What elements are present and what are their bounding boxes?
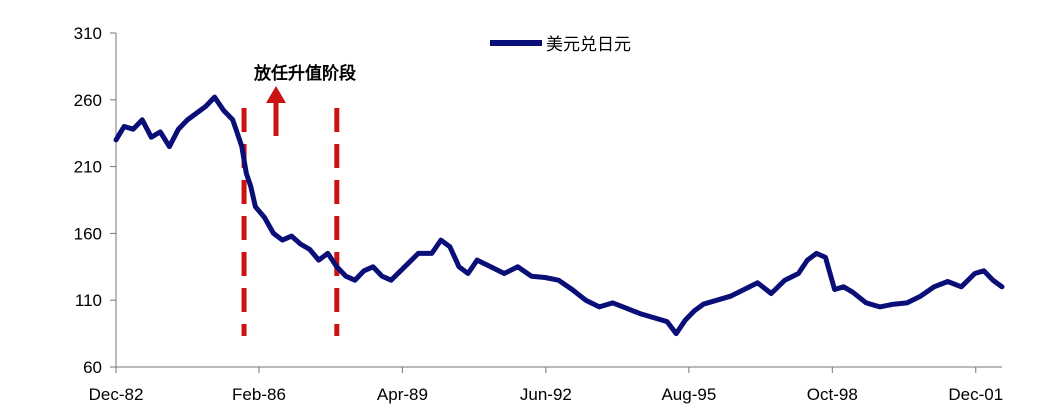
x-axis: Dec-82 Feb-86 Apr-89 Jun-92 Aug-95 Oct-98 Dec-… xyxy=(89,366,1003,404)
x-tick-label: Aug-95 xyxy=(661,385,716,404)
annotation: 放任升值阶段 xyxy=(253,63,356,136)
x-tick-label: Dec-82 xyxy=(89,385,144,404)
x-tick-label: Jun-92 xyxy=(520,385,572,404)
series-line xyxy=(113,94,1005,337)
up-arrow-icon xyxy=(266,86,286,136)
x-tick-label: Feb-86 xyxy=(232,385,286,404)
legend: 美元兑日元 xyxy=(490,35,631,54)
y-tick-label: 160 xyxy=(74,224,102,243)
annotation-lines xyxy=(241,108,340,336)
y-tick-label: 60 xyxy=(83,358,102,377)
y-axis: 60 110 160 210 260 310 xyxy=(74,24,117,377)
y-tick-label: 210 xyxy=(74,158,102,177)
y-tick-label: 110 xyxy=(75,291,102,310)
annotation-label: 放任升值阶段 xyxy=(253,63,356,83)
y-tick-label: 260 xyxy=(74,91,102,110)
y-tick-label: 310 xyxy=(74,24,102,43)
x-tick-label: Dec-01 xyxy=(948,385,1003,404)
legend-label: 美元兑日元 xyxy=(546,35,631,54)
x-tick-label: Apr-89 xyxy=(377,385,428,404)
x-tick-label: Oct-98 xyxy=(807,385,858,404)
series-group xyxy=(113,94,1005,337)
